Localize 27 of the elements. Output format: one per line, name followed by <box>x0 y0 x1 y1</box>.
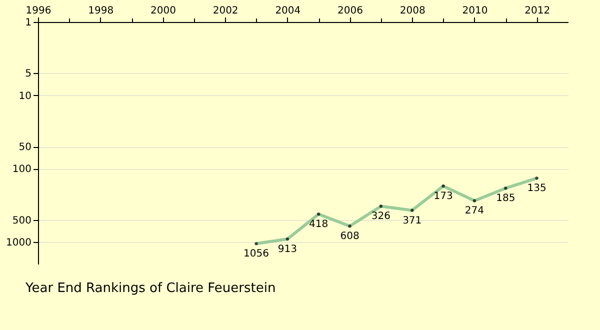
data-label: 913 <box>278 244 297 256</box>
y-tick-label: 5 <box>25 68 32 80</box>
x-tick-label: 1996 <box>26 6 52 16</box>
data-label: 1056 <box>244 248 269 260</box>
y-tick-label: 10 <box>18 90 32 102</box>
data-label: 274 <box>464 206 484 217</box>
x-tick-label: 2008 <box>400 6 426 16</box>
y-tick-label: 500 <box>12 215 32 226</box>
x-tick-label: 2004 <box>275 6 301 16</box>
data-label: 326 <box>371 211 390 222</box>
text: Year End Rankings of Claire Feuerstein <box>24 281 276 296</box>
data-label: 371 <box>402 215 422 226</box>
x-tick-label: 2000 <box>150 6 176 16</box>
y-tick-label: 100 <box>12 164 32 176</box>
x-tick-label: 1998 <box>88 6 114 16</box>
data-label: 608 <box>340 231 360 242</box>
x-tick-label: 2006 <box>338 6 363 16</box>
data-label: 173 <box>434 191 453 202</box>
x-tick-label: 2002 <box>212 6 238 16</box>
x-tick-label: 2010 <box>462 6 488 16</box>
y-tick-label: 1000 <box>6 237 32 248</box>
data-label: 185 <box>496 193 516 204</box>
data-label: 418 <box>309 219 328 230</box>
y-tick-label: 1 <box>25 18 32 28</box>
y-tick-label: 50 <box>18 142 32 154</box>
data-label: 135 <box>527 183 546 194</box>
x-tick-label: 2012 <box>524 6 550 16</box>
